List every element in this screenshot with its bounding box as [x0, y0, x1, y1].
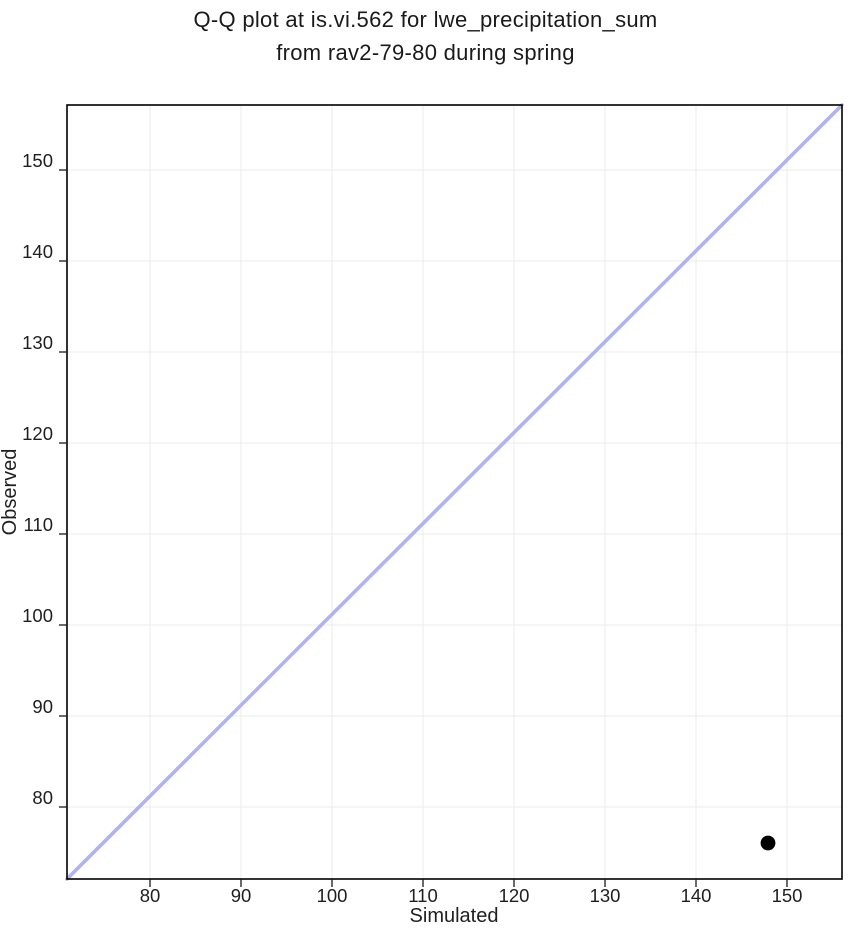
svg-text:80: 80 [32, 787, 53, 808]
svg-text:140: 140 [681, 885, 712, 906]
svg-text:120: 120 [22, 423, 53, 444]
svg-text:100: 100 [317, 885, 348, 906]
svg-text:150: 150 [772, 885, 803, 906]
svg-text:140: 140 [22, 241, 53, 262]
svg-text:120: 120 [499, 885, 530, 906]
svg-text:Simulated: Simulated [410, 905, 499, 927]
svg-text:130: 130 [22, 332, 53, 353]
svg-text:100: 100 [22, 605, 53, 626]
svg-text:110: 110 [24, 514, 54, 535]
svg-text:110: 110 [408, 885, 438, 906]
svg-text:90: 90 [231, 885, 252, 906]
svg-text:130: 130 [590, 885, 621, 906]
svg-text:80: 80 [140, 885, 161, 906]
svg-text:150: 150 [22, 150, 53, 171]
svg-text:90: 90 [32, 696, 53, 717]
svg-text:Observed: Observed [0, 449, 21, 536]
